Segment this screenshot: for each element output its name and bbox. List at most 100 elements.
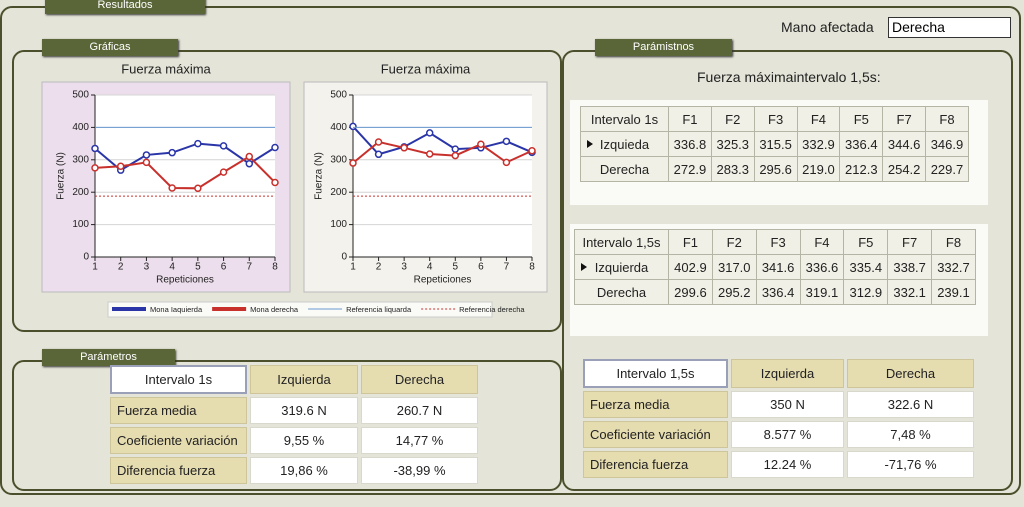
value-cell: -38,99 % <box>361 457 478 484</box>
header-cell: F8 <box>931 229 976 255</box>
header-cell: F2 <box>711 229 757 255</box>
series-line <box>352 140 533 164</box>
data-point <box>245 159 254 168</box>
value-cell: -71,76 % <box>847 451 974 478</box>
y-tick-label: 300 <box>72 154 89 165</box>
data-row: Fuerza media 319.6 N 260.7 N <box>110 397 478 424</box>
value-cell: 299.6 <box>668 279 713 305</box>
graphs-panel <box>12 50 562 332</box>
value-cell: 319.6 N <box>250 397 358 424</box>
legend-label: Referencia liquarda <box>346 305 412 314</box>
x-tick-label: 6 <box>478 262 484 273</box>
value-cell: 19,86 % <box>250 457 358 484</box>
value-cell: 14,77 % <box>361 427 478 454</box>
data-point <box>194 139 202 148</box>
data-point <box>528 146 536 155</box>
data-point <box>400 144 408 152</box>
value-cell: 325.3 <box>710 131 755 157</box>
charts: Fuerza máxima 0 100 200 300 400 500 1 2 3 4 5 6 7 8 Rep… <box>41 61 548 318</box>
data-point <box>502 158 511 167</box>
header-cell: Izquierda <box>250 365 358 394</box>
data-point <box>451 151 460 160</box>
y-tick-label: 200 <box>330 187 347 198</box>
x-tick-label: 1 <box>350 262 356 273</box>
header-cell: F7 <box>882 106 927 132</box>
summary-tab: Parámetros <box>42 349 175 366</box>
value-cell: 7,48 % <box>847 421 974 448</box>
value-cell: 322.6 N <box>847 391 974 418</box>
row-label: Derecha <box>574 279 669 305</box>
x-tick-label: 7 <box>504 262 510 273</box>
legend-label: Mona Iaquierda <box>150 305 203 314</box>
value-cell: 332.7 <box>931 254 976 280</box>
x-tick-label: 2 <box>376 262 382 273</box>
data-point <box>374 138 383 146</box>
x-tick-label: 3 <box>144 262 150 273</box>
chart-title: Fuerza máxima <box>121 61 211 76</box>
value-cell: 319.1 <box>799 279 845 305</box>
x-tick-label: 8 <box>272 262 278 273</box>
x-axis-label: Repeticiones <box>156 275 214 286</box>
value-cell: 332.9 <box>796 131 841 157</box>
y-tick-label: 500 <box>330 90 347 101</box>
header-row: Intervalo 1s Izquierda Derecha <box>110 365 478 394</box>
data-point <box>245 152 254 161</box>
data-point <box>425 129 434 137</box>
data-point <box>168 148 176 157</box>
data-row: Diferencia fuerza 12.24 % -71,76 % <box>583 451 974 478</box>
results-tab: Resultados <box>45 0 205 14</box>
header-cell: F3 <box>753 106 798 132</box>
data-table: Intervalo 1s F1 F2 F3 F4 F5 F7 F8 Izquieda 336.8 3… <box>580 106 969 182</box>
chart-title: Fuerza máxima <box>381 61 471 76</box>
hand-label: Mano afectada <box>781 19 874 35</box>
plot-area <box>95 95 275 257</box>
data-point <box>425 150 434 158</box>
x-tick-label: 1 <box>92 262 98 273</box>
data-point <box>91 164 99 172</box>
header-cell: Intervalo 1,5s <box>574 229 669 255</box>
hand-input[interactable]: Derecha <box>888 17 1011 38</box>
value-cell: 272.9 <box>668 156 712 182</box>
value-cell: 317.0 <box>711 254 757 280</box>
value-cell: 336.4 <box>839 131 884 157</box>
data-row: Fuerza media 350 N 322.6 N <box>583 391 974 418</box>
header-cell: Derecha <box>361 365 478 394</box>
y-tick-label: 300 <box>330 154 347 165</box>
y-tick-label: 500 <box>72 90 89 101</box>
data-point <box>168 184 176 192</box>
x-tick-label: 4 <box>169 262 175 273</box>
row-label: Coeficiente variación <box>110 427 247 454</box>
header-cell: F3 <box>755 229 801 255</box>
value-cell: 332.1 <box>887 279 933 305</box>
value-cell: 341.6 <box>755 254 801 280</box>
params-heading: Fuerza máximaintervalo 1,5s: <box>697 69 881 85</box>
data-table: Intervalo 1,5s F1 F2 F3 F4 F5 F7 F8 Izquierda 402… <box>574 229 976 305</box>
value-cell: 12.24 % <box>731 451 844 478</box>
data-row: Coeficiente variación 8.577 % 7,48 % <box>583 421 974 448</box>
value-cell: 335.4 <box>843 254 889 280</box>
data-point <box>477 140 485 148</box>
value-cell: 260.7 N <box>361 397 478 424</box>
header-cell: F4 <box>796 106 841 132</box>
header-cell: F2 <box>710 106 755 132</box>
value-cell: 336.6 <box>799 254 845 280</box>
y-tick-label: 100 <box>330 219 347 230</box>
data-point <box>271 143 279 152</box>
header-cell: F1 <box>668 229 713 255</box>
header-cell: Intervalo 1s <box>110 365 247 394</box>
value-cell: 212.3 <box>839 156 884 182</box>
value-cell: 229.7 <box>925 156 969 182</box>
header-cell: F1 <box>668 106 712 132</box>
header-cell: F4 <box>799 229 845 255</box>
data-point <box>219 142 228 150</box>
series-line <box>94 142 276 172</box>
value-cell: 239.1 <box>931 279 976 305</box>
header-cell: Derecha <box>847 359 974 388</box>
header-row: Intervalo 1,5s F1 F2 F3 F4 F5 F7 F8 <box>574 229 976 255</box>
x-tick-label: 6 <box>221 262 227 273</box>
x-axis-label: Repeticiones <box>414 275 472 286</box>
value-cell: 283.3 <box>710 156 755 182</box>
header-row: Intervalo 1,5s Izquierda Derecha <box>583 359 974 388</box>
x-tick-label: 7 <box>247 262 253 273</box>
y-tick-label: 0 <box>341 252 347 263</box>
